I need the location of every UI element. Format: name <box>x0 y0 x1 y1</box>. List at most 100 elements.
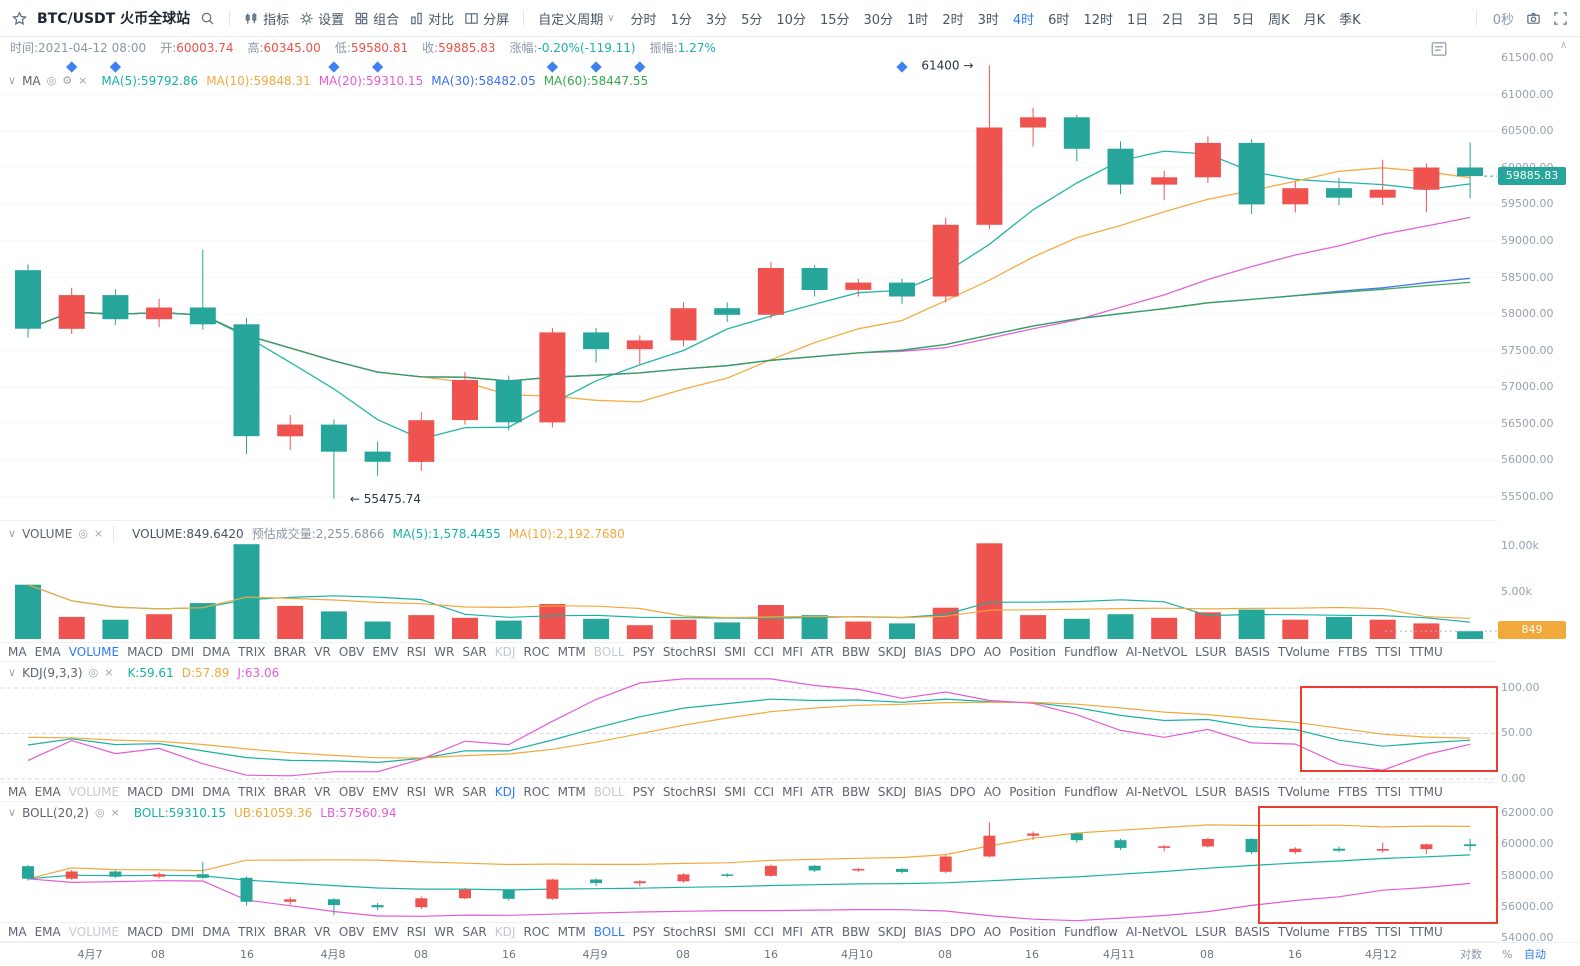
indicator-tab-ma[interactable]: MA <box>8 785 27 799</box>
main-chart[interactable]: 61400 → ← 55475.74 <box>0 57 1497 524</box>
indicator-tab-psy[interactable]: PSY <box>632 925 655 939</box>
indicator-tab-volume[interactable]: VOLUME <box>68 645 120 659</box>
indicator-tab-ai-netvol[interactable]: AI-NetVOL <box>1125 925 1188 939</box>
indicator-tab-ai-netvol[interactable]: AI-NetVOL <box>1125 785 1188 799</box>
indicator-tab-tvolume[interactable]: TVolume <box>1277 785 1330 799</box>
indicator-tab-ai-netvol[interactable]: AI-NetVOL <box>1125 645 1188 659</box>
indicator-tab-dmi[interactable]: DMI <box>171 785 195 799</box>
indicator-tab-skdj[interactable]: SKDJ <box>877 785 907 799</box>
menu-indicators[interactable]: 指标 <box>244 9 289 28</box>
indicator-tab-ema[interactable]: EMA <box>34 645 61 659</box>
indicator-tab-ao[interactable]: AO <box>983 785 1002 799</box>
indicator-tab-macd[interactable]: MACD <box>127 925 164 939</box>
period-周K[interactable]: 周K <box>1268 12 1290 28</box>
close-icon[interactable]: × <box>93 526 104 540</box>
indicator-tab-volume[interactable]: VOLUME <box>68 925 120 939</box>
indicator-tab-ttmu[interactable]: TTMU <box>1409 785 1443 799</box>
period-月K[interactable]: 月K <box>1303 12 1326 28</box>
collapse-chevron-icon[interactable]: ∨ <box>8 526 17 540</box>
indicator-tab-ttmu[interactable]: TTMU <box>1409 925 1443 939</box>
indicator-tab-skdj[interactable]: SKDJ <box>877 925 907 939</box>
indicator-tab-position[interactable]: Position <box>1009 645 1056 659</box>
period-12时[interactable]: 12时 <box>1083 12 1113 28</box>
period-30分[interactable]: 30分 <box>863 12 894 28</box>
search-icon[interactable] <box>200 11 215 26</box>
period-6时[interactable]: 6时 <box>1048 12 1070 28</box>
indicator-tab-skdj[interactable]: SKDJ <box>877 645 907 659</box>
indicator-tab-wr[interactable]: WR <box>434 785 455 799</box>
indicator-tab-boll[interactable]: BOLL <box>593 925 625 939</box>
indicator-tab-bias[interactable]: BIAS <box>914 925 942 939</box>
axis-collapse-chevron-icon[interactable]: ∧ <box>1560 40 1568 51</box>
camera-icon[interactable] <box>1526 11 1541 26</box>
indicator-tab-obv[interactable]: OBV <box>338 925 365 939</box>
indicator-tab-cci[interactable]: CCI <box>753 645 775 659</box>
visibility-icon[interactable]: ◎ <box>94 806 105 819</box>
indicator-tab-stochrsi[interactable]: StochRSI <box>662 925 717 939</box>
symbol-title[interactable]: BTC/USDT 火币全球站 <box>37 11 191 27</box>
indicator-tab-smi[interactable]: SMI <box>724 785 746 799</box>
drawn-rectangle-annotation-kdj[interactable] <box>1300 686 1498 772</box>
indicator-tab-mfi[interactable]: MFI <box>782 925 803 939</box>
indicator-tab-sar[interactable]: SAR <box>462 925 487 939</box>
indicator-tab-brar[interactable]: BRAR <box>273 785 307 799</box>
indicator-tab-ftbs[interactable]: FTBS <box>1337 645 1368 659</box>
indicator-tab-ma[interactable]: MA <box>8 645 27 659</box>
indicator-tab-kdj[interactable]: KDJ <box>494 925 516 939</box>
period-分时[interactable]: 分时 <box>630 12 657 28</box>
indicator-tab-mfi[interactable]: MFI <box>782 785 803 799</box>
indicator-tab-kdj[interactable]: KDJ <box>494 645 516 659</box>
indicator-tab-atr[interactable]: ATR <box>810 785 834 799</box>
indicator-tab-mtm[interactable]: MTM <box>557 925 586 939</box>
favorite-star-icon[interactable] <box>12 10 27 26</box>
indicator-tab-sar[interactable]: SAR <box>462 785 487 799</box>
indicator-tab-fundflow[interactable]: Fundflow <box>1063 925 1118 939</box>
indicator-tab-trix[interactable]: TRIX <box>238 645 266 659</box>
log-scale-toggle[interactable]: 对数 <box>1460 948 1482 961</box>
chart-notes-icon[interactable] <box>1430 40 1448 58</box>
indicator-tab-mfi[interactable]: MFI <box>782 645 803 659</box>
indicator-tab-macd[interactable]: MACD <box>127 785 164 799</box>
indicator-tab-trix[interactable]: TRIX <box>238 925 266 939</box>
visibility-icon[interactable]: ◎ <box>78 526 88 540</box>
indicator-tab-boll[interactable]: BOLL <box>593 645 625 659</box>
indicator-tab-emv[interactable]: EMV <box>372 925 399 939</box>
period-4时[interactable]: 4时 <box>1012 12 1035 28</box>
indicator-tab-cci[interactable]: CCI <box>753 785 775 799</box>
ma-settings-gear-icon[interactable]: ⚙ <box>62 74 73 87</box>
indicator-tab-mtm[interactable]: MTM <box>557 645 586 659</box>
indicator-tab-tvolume[interactable]: TVolume <box>1277 645 1330 659</box>
auto-scale-toggle[interactable]: 自动 <box>1524 948 1546 961</box>
close-icon[interactable]: × <box>104 666 114 679</box>
period-5分[interactable]: 5分 <box>741 12 763 28</box>
fullscreen-icon[interactable] <box>1553 11 1568 26</box>
indicator-tab-dmi[interactable]: DMI <box>171 645 195 659</box>
visibility-icon[interactable]: ◎ <box>46 74 57 87</box>
indicator-tab-rsi[interactable]: RSI <box>406 925 427 939</box>
menu-compare[interactable]: 对比 <box>409 9 454 28</box>
indicator-tab-lsur[interactable]: LSUR <box>1195 925 1227 939</box>
time-axis[interactable]: 对数 % 自动 4月7 08 16 4月8 08 16 4月9 08 16 4月10 08 16 4月1… <box>0 942 1580 966</box>
indicator-tab-smi[interactable]: SMI <box>724 645 746 659</box>
indicator-tab-bbw[interactable]: BBW <box>841 925 870 939</box>
indicator-tab-boll[interactable]: BOLL <box>593 785 625 799</box>
event-marker-diamonds[interactable] <box>66 61 908 73</box>
indicator-tab-vr[interactable]: VR <box>314 645 331 659</box>
indicator-tab-smi[interactable]: SMI <box>724 925 746 939</box>
indicator-tab-obv[interactable]: OBV <box>338 785 365 799</box>
indicator-tab-brar[interactable]: BRAR <box>273 925 307 939</box>
indicator-tab-dma[interactable]: DMA <box>202 925 231 939</box>
indicator-tab-bias[interactable]: BIAS <box>914 785 942 799</box>
indicator-tab-ema[interactable]: EMA <box>34 785 61 799</box>
indicator-tab-roc[interactable]: ROC <box>523 645 550 659</box>
drawn-rectangle-annotation-boll[interactable] <box>1258 806 1498 924</box>
indicator-tab-dma[interactable]: DMA <box>202 785 231 799</box>
indicator-tab-wr[interactable]: WR <box>434 645 455 659</box>
indicator-tab-basis[interactable]: BASIS <box>1234 645 1270 659</box>
collapse-chevron-icon[interactable]: ∨ <box>8 666 17 679</box>
indicator-tab-dmi[interactable]: DMI <box>171 925 195 939</box>
indicator-tab-stochrsi[interactable]: StochRSI <box>662 645 717 659</box>
indicator-tab-ftbs[interactable]: FTBS <box>1337 785 1368 799</box>
indicator-tab-basis[interactable]: BASIS <box>1234 785 1270 799</box>
indicator-tab-bbw[interactable]: BBW <box>841 785 870 799</box>
